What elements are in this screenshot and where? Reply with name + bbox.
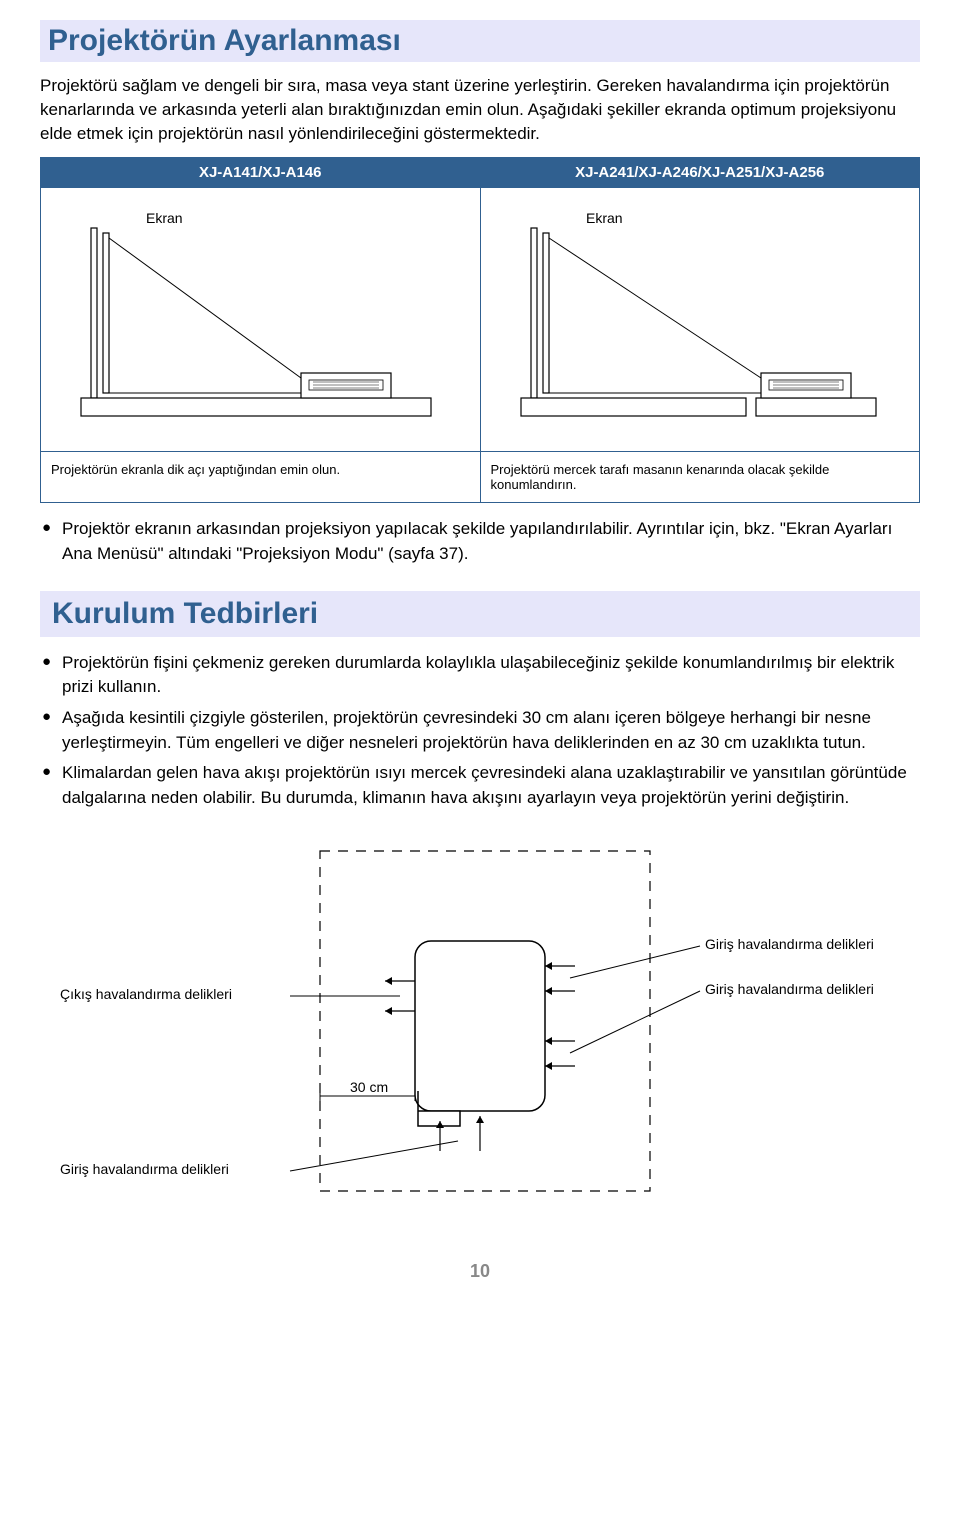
col1-caption: Projektörün ekranla dik açı yaptığından … — [41, 452, 481, 503]
projector-diagram-left: Ekran — [51, 198, 451, 438]
intake-vent-label-2: Giriş havalandırma delikleri — [705, 981, 874, 997]
clearance-diagram-container: Çıkış havalandırma delikleri Giriş haval… — [40, 831, 920, 1231]
col1-diagram-cell: Ekran — [41, 188, 481, 452]
bullet-item: Aşağıda kesintili çizgiyle gösterilen, p… — [40, 706, 920, 755]
projector-diagram-right: Ekran — [491, 198, 891, 438]
col2-caption: Projektörü mercek tarafı masanın kenarın… — [480, 452, 920, 503]
ekran-label-right: Ekran — [586, 210, 623, 226]
secondary-heading: Kurulum Tedbirleri — [40, 591, 920, 637]
comparison-table: XJ-A141/XJ-A146 XJ-A241/XJ-A246/XJ-A251/… — [40, 157, 920, 503]
bullet-list-2: Projektörün fişini çekmeniz gereken duru… — [40, 651, 920, 811]
table-caption-row: Projektörün ekranla dik açı yaptığından … — [41, 452, 920, 503]
table-diagram-row: Ekran Ekran — [41, 188, 920, 452]
distance-label: 30 cm — [350, 1079, 388, 1095]
intro-paragraph: Projektörü sağlam ve dengeli bir sıra, m… — [40, 74, 920, 145]
exhaust-vent-label: Çıkış havalandırma delikleri — [60, 986, 232, 1002]
bullet-item: Projektör ekranın arkasından projeksiyon… — [40, 517, 920, 566]
bullet-item: Projektörün fişini çekmeniz gereken duru… — [40, 651, 920, 700]
intake-vent-label-3: Giriş havalandırma delikleri — [60, 1161, 229, 1177]
table-header-row: XJ-A141/XJ-A146 XJ-A241/XJ-A246/XJ-A251/… — [41, 158, 920, 188]
page-number: 10 — [40, 1261, 920, 1282]
col2-diagram-cell: Ekran — [480, 188, 920, 452]
col2-header: XJ-A241/XJ-A246/XJ-A251/XJ-A256 — [480, 158, 920, 188]
main-heading: Projektörün Ayarlanması — [40, 20, 920, 62]
intake-vent-label-1: Giriş havalandırma delikleri — [705, 936, 874, 952]
bullet-item: Klimalardan gelen hava akışı projektörün… — [40, 761, 920, 810]
col1-header: XJ-A141/XJ-A146 — [41, 158, 481, 188]
ekran-label-left: Ekran — [146, 210, 183, 226]
bullet-list-1: Projektör ekranın arkasından projeksiyon… — [40, 517, 920, 566]
